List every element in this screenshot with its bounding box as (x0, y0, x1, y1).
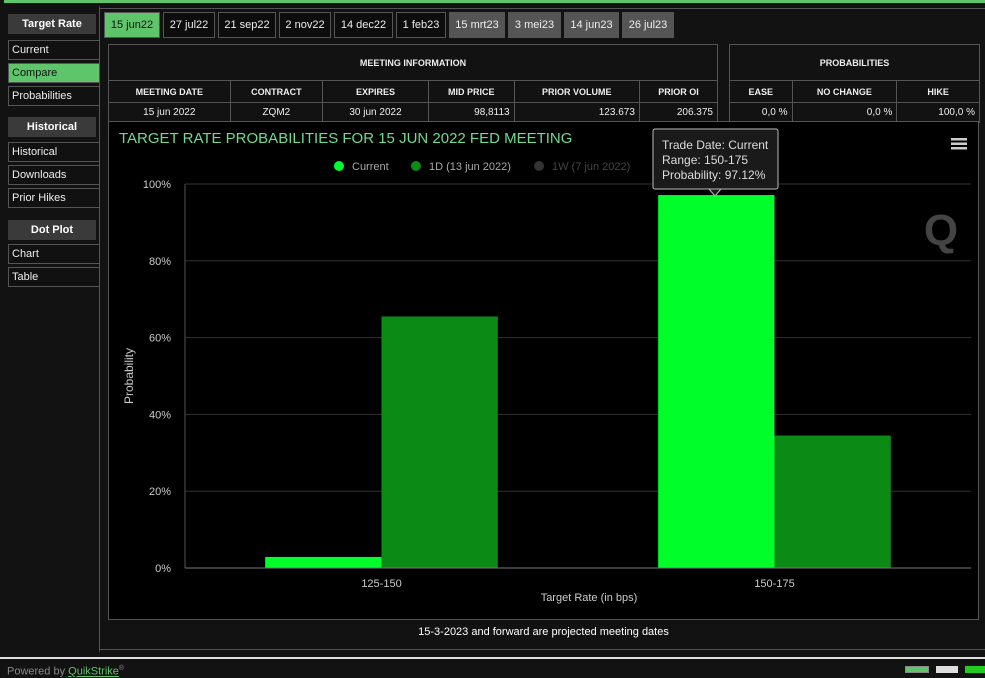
x-tick-label: 150-175 (754, 578, 794, 590)
cell: 123.673 (513, 102, 640, 123)
column-header: PRIOR VOLUME (513, 80, 640, 103)
column-header: MEETING DATE (108, 80, 231, 103)
tab[interactable]: 14 jun23 (564, 12, 619, 38)
legend-marker (534, 161, 544, 171)
cell: 15 jun 2022 (108, 102, 231, 123)
tooltip-line: Probability: 97.12% (662, 168, 766, 182)
social-icon[interactable] (905, 666, 929, 673)
legend-marker (334, 161, 344, 171)
tooltip-line: Trade Date: Current (662, 138, 769, 152)
y-tick-label: 0% (155, 563, 171, 575)
sidebar-item[interactable]: Probabilities (8, 86, 100, 106)
menu-line (951, 138, 967, 141)
tab[interactable]: 14 dec22 (334, 12, 393, 38)
column-header: CONTRACT (229, 80, 324, 103)
powered-by-text: Powered by (7, 665, 66, 678)
tab[interactable]: 15 mrt23 (449, 12, 505, 38)
sidebar-heading: Historical (8, 117, 96, 137)
y-tick-label: 40% (149, 409, 171, 421)
y-tick-label: 100% (143, 179, 171, 191)
cell: 30 jun 2022 (322, 102, 429, 123)
cell: 0,0 % (791, 102, 898, 123)
column-header: HIKE (896, 80, 980, 103)
social-icon[interactable] (965, 666, 985, 673)
column-header: EASE (729, 80, 793, 103)
social-icon[interactable] (936, 666, 958, 673)
legend-label: Current (352, 161, 389, 173)
sidebar-heading: Dot Plot (8, 220, 96, 240)
table-title: PROBABILITIES (729, 44, 980, 81)
watermark: Q (924, 206, 958, 255)
tab[interactable]: 27 jul22 (163, 12, 215, 38)
tooltip-line: Range: 150-175 (662, 153, 748, 167)
tab[interactable]: 3 mei23 (508, 12, 561, 38)
sidebar-item[interactable]: Historical (8, 142, 100, 162)
y-axis-title: Probability (122, 348, 136, 404)
sidebar-item[interactable]: Table (8, 267, 100, 287)
footer-note: 15-3-2023 and forward are projected meet… (418, 626, 669, 638)
chart-title: TARGET RATE PROBABILITIES FOR 15 JUN 202… (119, 130, 572, 147)
brand-link[interactable]: QuikStrike (68, 665, 119, 678)
brand-mark: ® (118, 665, 125, 672)
tab[interactable]: 1 feb23 (396, 12, 446, 38)
bar (658, 195, 775, 568)
sidebar-item[interactable]: Chart (8, 244, 100, 264)
y-tick-label: 20% (149, 486, 171, 498)
tab[interactable]: 26 jul23 (622, 12, 674, 38)
sidebar-item[interactable]: Downloads (8, 165, 100, 185)
sidebar-item[interactable]: Current (8, 40, 100, 60)
sidebar-heading: Target Rate (8, 14, 96, 34)
cell: 98,8113 (427, 102, 515, 123)
meeting-table: MEETING INFORMATION MEETING DATE CONTRAC… (108, 44, 719, 123)
cell: ZQM2 (229, 102, 324, 123)
legend-marker (411, 161, 421, 171)
top-bar (4, 0, 985, 3)
tab[interactable]: 15 jun22 (104, 12, 160, 38)
column-header: EXPIRES (322, 80, 429, 103)
cell: 100,0 % (896, 102, 980, 123)
x-axis-title: Target Rate (in bps) (541, 592, 638, 604)
legend-label: 1D (13 jun 2022) (429, 161, 511, 173)
cell: 0,0 % (729, 102, 793, 123)
sidebar-item[interactable]: Compare (8, 63, 100, 83)
y-tick-label: 80% (149, 256, 171, 268)
legend-label: 1W (7 jun 2022) (552, 161, 630, 173)
sidebar-item[interactable]: Prior Hikes (8, 188, 100, 208)
column-header: PRIOR OI (638, 80, 719, 103)
y-tick-label: 60% (149, 333, 171, 345)
powered-by: Powered by QuikStrike® (7, 665, 124, 678)
divider (0, 657, 985, 659)
x-tick-label: 125-150 (361, 578, 401, 590)
menu-line (951, 142, 967, 145)
column-header: NO CHANGE (791, 80, 898, 103)
bar (381, 316, 498, 568)
probabilities-table: PROBABILITIES EASE NO CHANGE HIKE 0,0 % … (729, 44, 980, 123)
tooltip-pointer (707, 188, 723, 197)
column-header: MID PRICE (427, 80, 515, 103)
main-panel (99, 8, 985, 650)
menu-icon[interactable] (951, 138, 967, 150)
chart: TARGET RATE PROBABILITIES FOR 15 JUN 202… (108, 121, 979, 620)
tab[interactable]: 21 sep22 (218, 12, 276, 38)
cell: 206.375 (638, 102, 719, 123)
bar (774, 435, 891, 568)
menu-line (951, 147, 967, 150)
bar (265, 556, 382, 568)
table-title: MEETING INFORMATION (108, 44, 718, 81)
tab[interactable]: 2 nov22 (279, 12, 331, 38)
